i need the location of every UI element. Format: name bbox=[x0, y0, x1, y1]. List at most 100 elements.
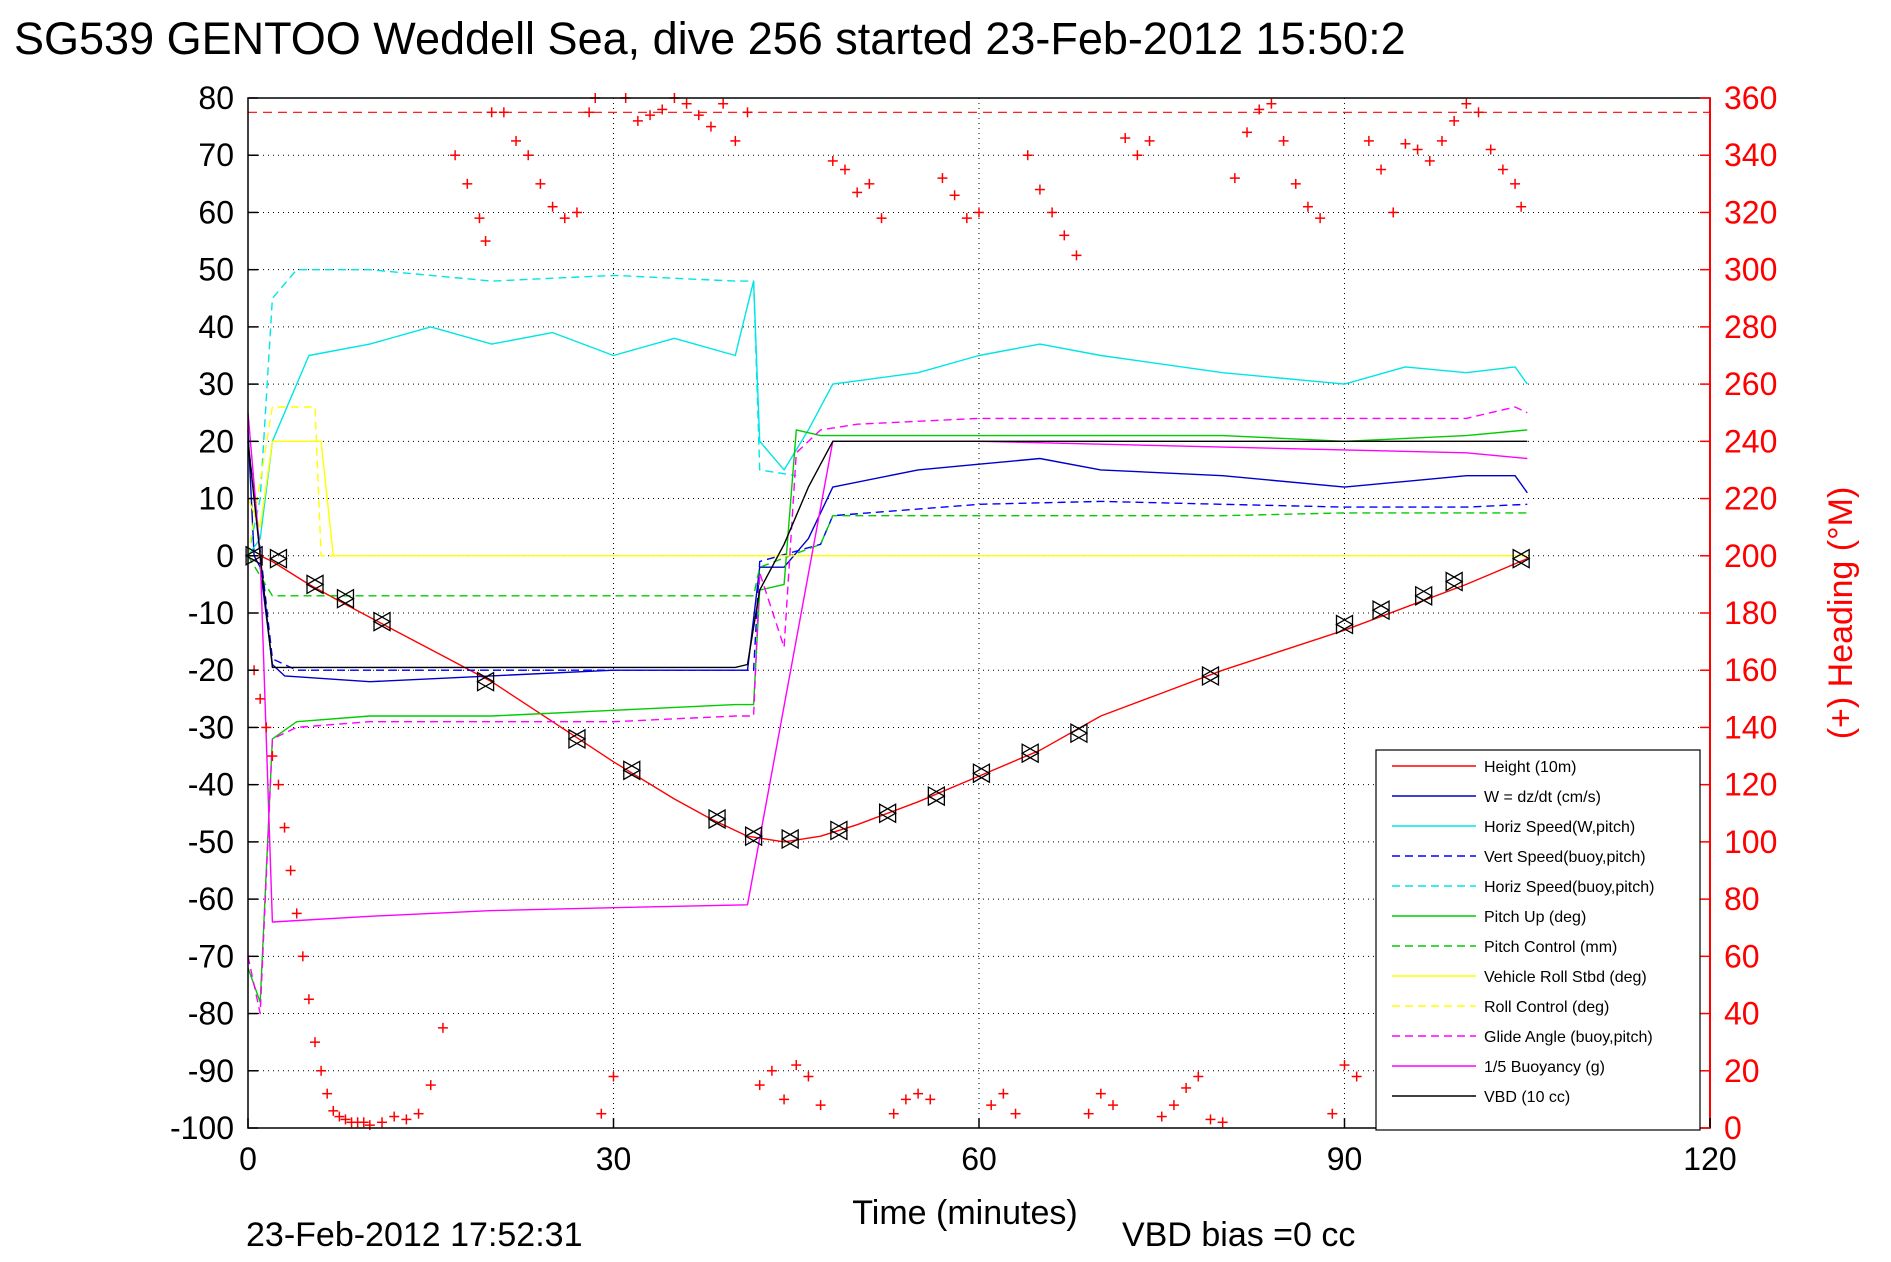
height-marker bbox=[744, 826, 763, 847]
heading-point bbox=[1120, 133, 1131, 144]
heading-point bbox=[681, 98, 692, 109]
heading-point bbox=[888, 1108, 899, 1119]
legend-entry: Vehicle Roll Stbd (deg) bbox=[1484, 969, 1647, 986]
heading-point bbox=[1516, 201, 1527, 212]
heading-point bbox=[261, 722, 272, 733]
heading-point bbox=[742, 107, 753, 118]
y-tick-label: 30 bbox=[198, 366, 234, 402]
heading-point bbox=[437, 1022, 448, 1033]
heading-point bbox=[486, 107, 497, 118]
heading-point bbox=[657, 104, 668, 115]
heading-point bbox=[1363, 135, 1374, 146]
y2-tick-label: 140 bbox=[1724, 709, 1777, 745]
heading-point bbox=[425, 1080, 436, 1091]
height-marker bbox=[780, 828, 800, 850]
heading-point bbox=[340, 1114, 351, 1125]
heading-point bbox=[925, 1094, 936, 1105]
y2-tick-label: 200 bbox=[1724, 538, 1777, 574]
heading-point bbox=[511, 135, 522, 146]
heading-point bbox=[1351, 1071, 1362, 1082]
heading-point bbox=[559, 213, 570, 224]
height-marker bbox=[972, 763, 991, 784]
height-marker bbox=[1414, 585, 1434, 606]
heading-point bbox=[693, 110, 704, 121]
y-tick-label: 80 bbox=[198, 80, 234, 116]
heading-point bbox=[1217, 1117, 1228, 1128]
heading-point bbox=[1156, 1111, 1167, 1122]
heading-point bbox=[1424, 155, 1435, 166]
height-marker bbox=[829, 820, 849, 841]
y2-tick-label: 180 bbox=[1724, 595, 1777, 631]
y-tick-label: 10 bbox=[198, 481, 234, 517]
y2-tick-label: 240 bbox=[1724, 423, 1777, 459]
y2-tick-label: 160 bbox=[1724, 652, 1777, 688]
heading-layer bbox=[248, 93, 1710, 1131]
heading-point bbox=[986, 1100, 997, 1111]
heading-point bbox=[1290, 178, 1301, 189]
y-tick-label: -90 bbox=[188, 1053, 234, 1089]
heading-point bbox=[267, 751, 278, 762]
heading-point bbox=[535, 178, 546, 189]
y-tick-label: 60 bbox=[198, 194, 234, 230]
footer-vbd-bias: VBD bias =0 cc bbox=[1122, 1216, 1355, 1254]
x-tick-label: 0 bbox=[239, 1141, 257, 1177]
heading-point bbox=[413, 1108, 424, 1119]
heading-point bbox=[1022, 150, 1033, 161]
heading-point bbox=[1144, 135, 1155, 146]
series-line-0 bbox=[248, 555, 1528, 843]
series-layer bbox=[247, 269, 1528, 1015]
heading-point bbox=[279, 822, 290, 833]
heading-point bbox=[1388, 207, 1399, 218]
y-tick-label: -50 bbox=[188, 824, 234, 860]
y-tick-label: 50 bbox=[198, 252, 234, 288]
heading-point bbox=[1010, 1108, 1021, 1119]
heading-point bbox=[949, 190, 960, 201]
legend-entry: VBD (10 cc) bbox=[1484, 1089, 1570, 1106]
y2-tick-label: 20 bbox=[1724, 1053, 1760, 1089]
heading-point bbox=[450, 150, 461, 161]
legend-entry: Height (10m) bbox=[1484, 759, 1576, 776]
height-marker bbox=[1444, 571, 1464, 592]
heading-point bbox=[974, 207, 984, 218]
height-marker bbox=[622, 760, 642, 781]
height-marker bbox=[1069, 723, 1089, 744]
heading-point bbox=[1485, 144, 1496, 155]
heading-point bbox=[1449, 115, 1460, 126]
y-tick-label: -30 bbox=[188, 709, 234, 745]
height-marker bbox=[336, 588, 355, 609]
heading-point bbox=[474, 213, 485, 224]
series-line-8 bbox=[247, 406, 1528, 557]
heading-point bbox=[285, 865, 296, 876]
height-marker bbox=[567, 728, 587, 750]
y2-tick-label: 40 bbox=[1724, 996, 1760, 1032]
height-marker-layer bbox=[244, 545, 1531, 850]
height-marker bbox=[1020, 743, 1040, 764]
heading-point bbox=[839, 164, 850, 175]
heading-point bbox=[913, 1088, 924, 1099]
heading-point bbox=[779, 1094, 790, 1105]
heading-point bbox=[937, 173, 948, 184]
y2-tick-label: 220 bbox=[1724, 481, 1777, 517]
legend-entry: Horiz Speed(buoy,pitch) bbox=[1484, 879, 1654, 896]
x-tick-label: 30 bbox=[596, 1141, 632, 1177]
series-line-1 bbox=[247, 429, 1528, 683]
heading-point bbox=[1339, 1060, 1350, 1071]
heading-point bbox=[334, 1111, 345, 1122]
heading-point bbox=[1181, 1082, 1192, 1093]
heading-point bbox=[1327, 1108, 1338, 1119]
heading-point bbox=[358, 1117, 369, 1128]
heading-point bbox=[1302, 201, 1313, 212]
heading-point bbox=[1047, 207, 1058, 218]
heading-point bbox=[523, 150, 534, 161]
heading-point bbox=[766, 1065, 777, 1076]
heading-point bbox=[730, 135, 741, 146]
y2-tick-label: 100 bbox=[1724, 824, 1777, 860]
legend-entry: Vert Speed(buoy,pitch) bbox=[1484, 849, 1646, 866]
y-tick-label: 20 bbox=[198, 423, 234, 459]
heading-point bbox=[718, 98, 729, 109]
heading-point bbox=[1278, 135, 1289, 146]
series-line-9 bbox=[247, 406, 1528, 1015]
heading-point bbox=[389, 1111, 400, 1122]
heading-point bbox=[377, 1117, 388, 1128]
heading-point bbox=[827, 155, 838, 166]
